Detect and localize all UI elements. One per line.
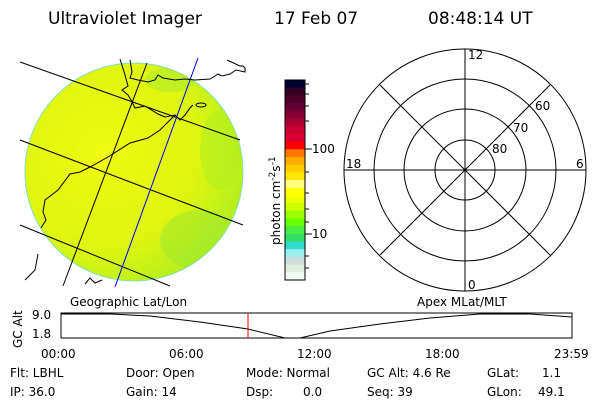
- colorbar-segment: [285, 103, 305, 112]
- timeline-frame[interactable]: [60, 312, 573, 339]
- colorbar-segment: [285, 210, 305, 219]
- colorbar-segment: [285, 203, 305, 212]
- colorbar-segment: [285, 241, 305, 250]
- status-glon-label: GLon:: [487, 385, 522, 399]
- status-glon-value: 49.1: [538, 385, 565, 399]
- xtick-1: 06:00: [169, 347, 204, 361]
- status-door: Door: Open: [126, 366, 195, 380]
- mlt-line-diag: [379, 84, 551, 256]
- colorbar-segment: [285, 249, 305, 258]
- xtick-2: 12:00: [297, 347, 332, 361]
- colorbar-segment: [285, 180, 305, 189]
- polar-grid: [343, 48, 587, 292]
- grid-line: [19, 61, 241, 141]
- colorbar-segment: [285, 256, 305, 266]
- colorbar-segment: [285, 126, 305, 135]
- colorbar-segment: [285, 164, 305, 173]
- colorbar-frame: [284, 79, 306, 281]
- grid-line: [19, 224, 171, 287]
- colorbar-ticks: [305, 83, 312, 269]
- colorbar-segment: [285, 156, 305, 166]
- status-dsp-value: 0.0: [303, 385, 322, 399]
- lat-label-60: 60: [535, 99, 550, 113]
- mlt-label-0: 0: [468, 278, 476, 292]
- colorbar-segment: [285, 218, 305, 227]
- status-mode: Mode: Normal: [246, 366, 330, 380]
- coastlines: [24, 58, 246, 285]
- timeline-ylabel: GC Alt: [11, 310, 25, 348]
- xtick-4: 23:59: [554, 347, 589, 361]
- timeline-ymin: 1.8: [32, 327, 51, 341]
- colorbar-segment: [285, 110, 305, 119]
- colorbar-segment: [285, 118, 305, 127]
- lat-label-70: 70: [513, 121, 528, 135]
- date: 17 Feb 07: [274, 9, 358, 29]
- mlt-label-6: 6: [576, 157, 584, 171]
- status-gc-alt: GC Alt: 4.6 Re: [367, 366, 451, 380]
- colorbar: [285, 80, 305, 281]
- status-seq: Seq: 39: [367, 385, 413, 399]
- xtick-3: 18:00: [425, 347, 460, 361]
- timeline-ymax: 9.0: [32, 308, 51, 322]
- meridian-line: [114, 57, 199, 288]
- status-dsp-label: Dsp:: [246, 385, 273, 399]
- mlt-label-18: 18: [346, 157, 361, 171]
- mlt-label-12: 12: [468, 48, 483, 62]
- colorbar-segment: [285, 195, 305, 204]
- colorbar-segment: [285, 149, 305, 158]
- colorbar-segment: [285, 141, 305, 150]
- apex-label: Apex MLat/MLT: [417, 295, 507, 309]
- status-filter: Flt: LBHL: [10, 366, 64, 380]
- status-glat-label: GLat:: [487, 366, 519, 380]
- status-ip: IP: 36.0: [10, 385, 55, 399]
- status-gain: Gain: 14: [126, 385, 177, 399]
- colorbar-tick-100: 100: [312, 142, 335, 156]
- uv-image: [19, 57, 246, 288]
- colorbar-segment: [285, 95, 305, 104]
- colorbar-segment: [285, 187, 305, 196]
- colorbar-segment: [285, 172, 305, 181]
- colorbar-segment: [285, 226, 305, 235]
- app-title: Ultraviolet Imager: [48, 9, 202, 29]
- time: 08:48:14 UT: [428, 9, 533, 29]
- lat-label-80: 80: [492, 142, 507, 156]
- colorbar-segment: [285, 264, 305, 273]
- grid-line: [62, 62, 148, 287]
- colorbar-segment: [285, 233, 305, 243]
- colorbar-label: photon cm-2s-1: [268, 156, 283, 245]
- colorbar-segment: [285, 80, 305, 89]
- status-glat-value: 1.1: [542, 366, 561, 380]
- lat-lon-grid: [19, 61, 244, 287]
- colorbar-tick-10: 10: [312, 227, 327, 241]
- colorbar-segment: [285, 133, 305, 143]
- colorbar-segment: [285, 272, 305, 281]
- grid-line: [19, 139, 244, 226]
- colorbar-segment: [285, 87, 305, 96]
- altitude-curve: [61, 313, 573, 339]
- geo-label: Geographic Lat/Lon: [70, 295, 187, 309]
- xtick-0: 00:00: [41, 347, 76, 361]
